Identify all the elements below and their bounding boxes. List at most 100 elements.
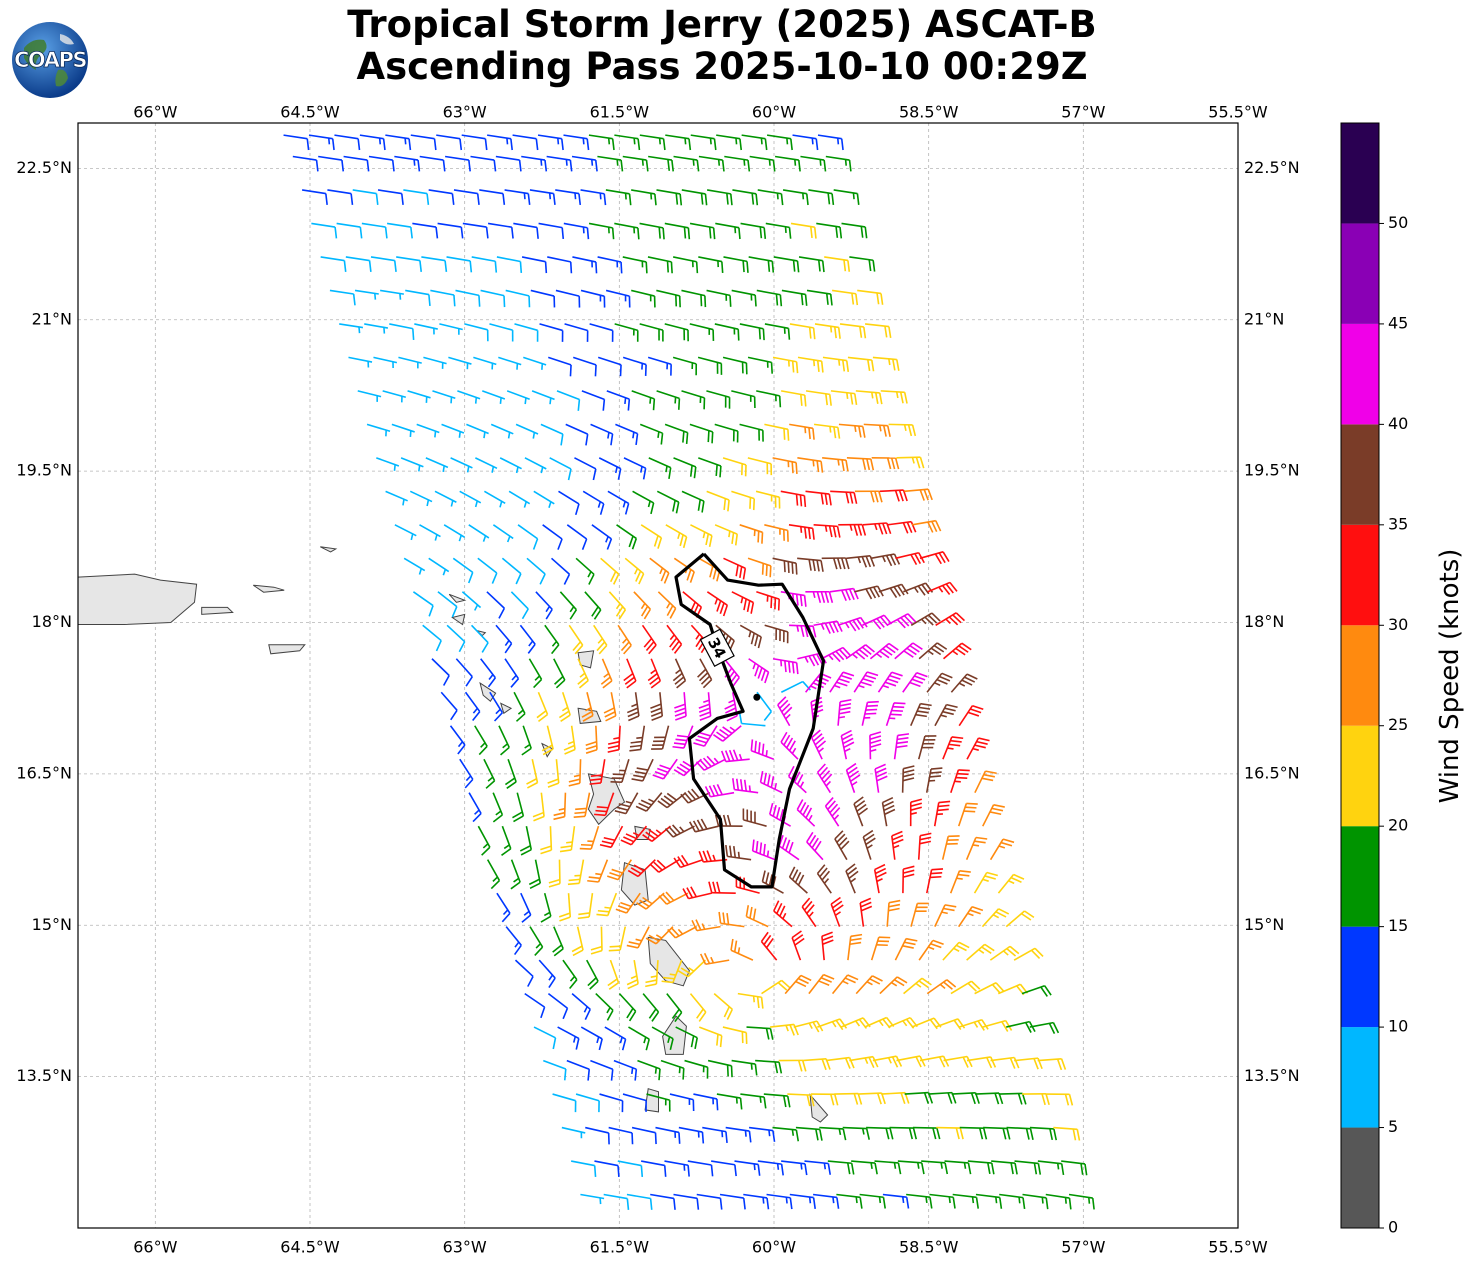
wind-barb	[773, 256, 800, 273]
wind-barb	[887, 520, 917, 534]
wind-barb	[528, 658, 543, 689]
wind-barb	[521, 725, 532, 756]
wind-barb	[453, 189, 480, 205]
wind-barb	[368, 155, 395, 172]
wind-barb	[813, 524, 841, 538]
wind-barb	[678, 1126, 705, 1144]
wind-barb	[657, 792, 687, 809]
wind-barb	[725, 844, 752, 861]
wind-barb	[414, 323, 438, 335]
wind-barb	[713, 725, 742, 742]
wind-barb	[512, 792, 525, 823]
wind-barb	[510, 859, 521, 890]
wind-barb	[597, 155, 624, 172]
island	[499, 702, 513, 715]
wind-barb	[574, 457, 597, 481]
wind-barb	[477, 557, 498, 584]
wind-barb	[999, 1193, 1026, 1210]
wind-barb	[639, 323, 664, 342]
wind-barb	[566, 524, 588, 550]
wind-barb	[504, 658, 520, 688]
island	[201, 606, 234, 615]
wind-barb	[824, 797, 841, 827]
wind-barb	[757, 1160, 784, 1176]
wind-barb	[789, 323, 816, 340]
wind-barb	[396, 256, 423, 272]
wind-barb	[842, 1126, 871, 1140]
wind-barb	[1029, 1126, 1058, 1141]
wind-barb	[582, 490, 605, 515]
wind-barb	[825, 155, 852, 172]
wind-barb	[600, 658, 613, 689]
wind-barb	[773, 900, 793, 928]
map-title: Tropical Storm Jerry (2025) ASCAT-B Asce…	[0, 4, 1444, 88]
wind-barb	[919, 1055, 950, 1068]
wind-barb	[636, 892, 665, 910]
wind-barb	[541, 725, 554, 756]
wind-barb	[1053, 1126, 1081, 1141]
wind-barb	[967, 1160, 995, 1175]
wind-barb	[428, 189, 455, 205]
wind-barb	[530, 289, 556, 308]
wind-barb	[538, 959, 556, 989]
wind-barb	[486, 859, 501, 890]
wind-barb	[730, 938, 754, 961]
colorbar-tick-label: 25	[1388, 715, 1408, 734]
wind-barb	[389, 323, 415, 341]
wind-barb	[651, 1026, 674, 1050]
wind-barb	[579, 825, 600, 850]
colorbar-bin	[1341, 123, 1379, 224]
wind-barb	[847, 356, 875, 372]
wind-barb	[648, 457, 672, 479]
wind-barb	[489, 323, 514, 342]
wind-barb	[616, 524, 638, 550]
wind-barb	[409, 490, 433, 507]
wind-barb	[697, 356, 723, 375]
wind-barb	[813, 423, 841, 439]
wind-barb	[810, 1093, 839, 1106]
wind-barb	[841, 222, 868, 239]
wind-barb	[816, 222, 843, 239]
wind-barb	[563, 134, 590, 151]
wind-barb	[496, 256, 523, 273]
wind-barb	[950, 980, 981, 995]
wind-barb	[797, 557, 824, 572]
wind-barb	[871, 457, 900, 470]
wind-barb	[910, 612, 941, 626]
wind-barb	[604, 1026, 627, 1051]
wind-barb	[791, 930, 805, 961]
wind-barb	[845, 644, 875, 660]
wind-barb	[926, 672, 953, 693]
wind-barb	[366, 423, 391, 437]
wind-barb	[464, 691, 481, 722]
wind-barb	[615, 892, 641, 914]
wind-barb	[590, 926, 603, 955]
wind-barb	[936, 1126, 964, 1140]
wind-barb	[596, 892, 618, 917]
wind-barb	[549, 457, 572, 481]
lat-tick-label-right: 15°N	[1244, 915, 1284, 934]
wind-barb	[689, 323, 715, 341]
wind-barb	[501, 557, 522, 585]
wind-barb	[957, 802, 978, 827]
wind-barb	[731, 591, 755, 614]
wind-barb	[833, 189, 860, 205]
wind-barb	[548, 859, 561, 888]
wind-barb	[804, 1160, 832, 1175]
wind-barb	[473, 356, 497, 370]
wind-barb	[780, 390, 807, 407]
wind-barb	[862, 829, 876, 860]
colorbar-tick-label: 15	[1388, 916, 1408, 935]
wind-barb	[817, 134, 844, 151]
wind-barb	[983, 1126, 1011, 1140]
wind-barb	[471, 256, 498, 273]
wind-barb	[594, 792, 615, 817]
wind-barb	[869, 642, 899, 660]
wind-barb	[837, 698, 852, 726]
wind-barb	[462, 222, 489, 239]
wind-barb	[449, 725, 466, 755]
colorbar-bin	[1341, 826, 1379, 927]
wind-barb	[672, 658, 687, 689]
wind-barb	[1045, 1093, 1074, 1106]
wind-barb	[508, 490, 531, 508]
